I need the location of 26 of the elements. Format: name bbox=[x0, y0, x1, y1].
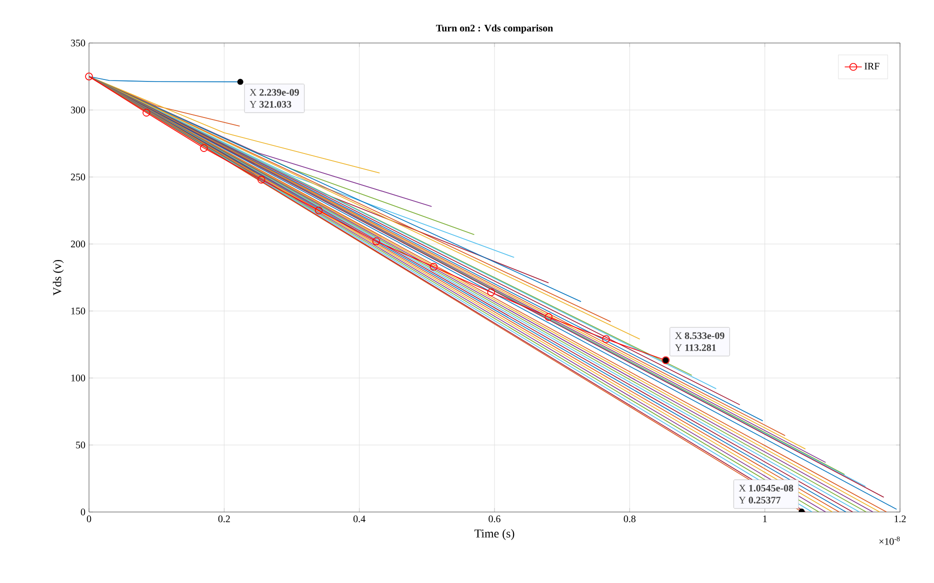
annotation: Y 113.281 bbox=[674, 344, 716, 352]
annotation: X 8.533e-09 bbox=[675, 332, 724, 340]
text: ×10$^{-8}$ bbox=[879, 536, 900, 545]
chart-title: Turn on2 : Vds comparison bbox=[436, 24, 553, 34]
annotation: X 1.0545e-08 bbox=[738, 484, 794, 492]
y-tick-label: 350 bbox=[71, 40, 86, 46]
annotation: Y 0.25377 bbox=[738, 496, 781, 504]
y-tick-label: 200 bbox=[70, 240, 86, 248]
y-tick-label: 0 bbox=[80, 508, 86, 516]
x-tick-label: 0.8 bbox=[624, 516, 636, 522]
y-tick-label: 300 bbox=[71, 106, 86, 114]
legend-label: IRF bbox=[864, 62, 880, 70]
annotation: Y 321.033 bbox=[250, 100, 292, 108]
annotation: X 2.239e-09 bbox=[250, 88, 299, 96]
x-axis-title: Time (s) bbox=[474, 529, 514, 540]
y-axis-title: Vds (v) bbox=[52, 260, 64, 296]
y-tick-label: 150 bbox=[71, 308, 86, 314]
x-tick-label: 1.2 bbox=[894, 516, 906, 522]
y-tick-label: 50 bbox=[76, 442, 86, 448]
x-tick-label: 1 bbox=[763, 516, 767, 522]
x-tick-label: 0.6 bbox=[488, 516, 500, 522]
y-tick-label: 250 bbox=[70, 174, 86, 180]
x-tick-label: 0 bbox=[86, 516, 92, 522]
x-tick-label: 0.4 bbox=[353, 516, 366, 522]
y-tick-label: 100 bbox=[71, 374, 86, 382]
x-tick-label: 0.2 bbox=[218, 516, 230, 522]
